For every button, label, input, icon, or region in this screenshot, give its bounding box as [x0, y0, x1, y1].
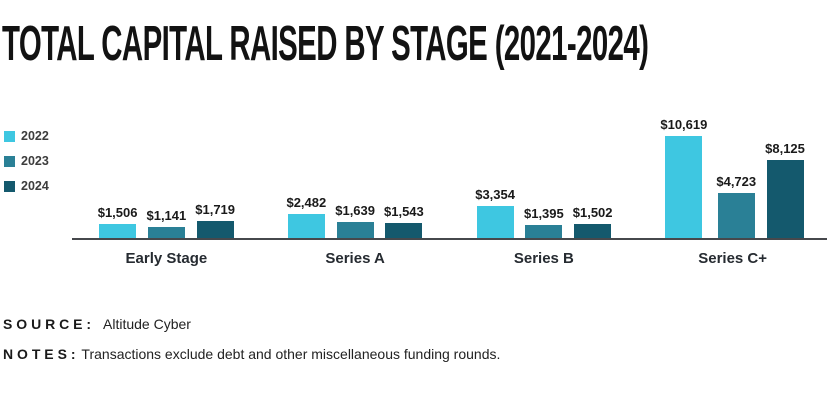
bar-group-series-b: $3,354 $1,395 $1,502	[450, 100, 639, 238]
legend-item-2022: 2022	[4, 129, 49, 143]
source-value: Altitude Cyber	[103, 316, 191, 332]
bar-value-label: $1,395	[523, 206, 564, 221]
bar-value-label: $8,125	[765, 141, 805, 156]
notes-value: Transactions exclude debt and other misc…	[81, 346, 501, 362]
category-label: Series C+	[698, 250, 768, 267]
bar-column: $10,619	[660, 117, 707, 238]
x-axis-line	[72, 238, 827, 240]
bar-2022	[665, 136, 703, 238]
category-label: Series B	[513, 250, 574, 267]
bar-2024	[574, 224, 612, 238]
bar-column: $3,354	[475, 187, 515, 238]
bar-group-series-c-: $10,619 $4,723 $8,125	[638, 100, 827, 238]
legend-swatch-2024	[4, 180, 15, 192]
source-row: SOURCE: Altitude Cyber	[3, 316, 191, 332]
bar-value-label: $1,639	[335, 203, 375, 218]
category-label: Early Stage	[125, 250, 208, 267]
legend-item-2023: 2023	[4, 154, 49, 168]
notes-row: NOTES: Transactions exclude debt and othe…	[3, 346, 500, 362]
bar-2023	[147, 227, 185, 238]
bar-group-early-stage: $1,506 $1,141 $1,719	[72, 100, 261, 238]
bar-value-label: $1,506	[97, 205, 138, 220]
bar-column: $1,543	[384, 204, 424, 238]
bar-chart-plot-area: $1,506 $1,141 $1,719 $2,482 $1,639 $1,543 $3,3…	[72, 100, 827, 238]
bar-value-label: $1,543	[384, 204, 424, 219]
bar-column: $1,639	[335, 203, 375, 238]
bar-2024	[766, 160, 804, 238]
bar-value-label: $3,354	[475, 187, 515, 202]
bar-group-series-a: $2,482 $1,639 $1,543	[261, 100, 450, 238]
legend-swatch-2023	[4, 155, 15, 167]
chart-title: TOTAL CAPITAL RAISED BY STAGE (2021-2024…	[2, 17, 649, 71]
bar-column: $1,395	[524, 206, 564, 238]
bar-2023	[525, 225, 563, 238]
x-axis-category-labels: Early Stage Series A Series B Series C+	[72, 250, 827, 267]
bar-2022	[287, 214, 325, 238]
chart-legend: 2022 2023 2024	[4, 129, 49, 205]
bar-2024	[196, 221, 234, 238]
bar-column: $1,719	[195, 202, 235, 238]
bar-value-label: $4,723	[716, 174, 757, 189]
bar-2024	[385, 223, 423, 238]
bar-value-label: $2,482	[286, 195, 327, 210]
bar-column: $1,502	[573, 205, 613, 238]
category-label: Series A	[325, 250, 385, 267]
bar-2022	[99, 224, 137, 238]
source-label: SOURCE:	[3, 316, 95, 332]
bar-value-label: $10,619	[660, 117, 708, 132]
bar-2022	[476, 206, 514, 238]
legend-label: 2022	[21, 129, 49, 143]
legend-swatch-2022	[4, 130, 15, 142]
bar-column: $1,506	[97, 205, 138, 238]
notes-label: NOTES:	[3, 346, 80, 362]
legend-label: 2023	[21, 154, 49, 168]
bar-2023	[717, 193, 755, 238]
bar-value-label: $1,502	[572, 205, 613, 220]
bar-column: $1,141	[146, 208, 186, 238]
bar-column: $4,723	[716, 174, 756, 238]
bar-column: $8,125	[765, 141, 805, 238]
legend-item-2024: 2024	[4, 179, 49, 193]
bar-value-label: $1,141	[146, 208, 187, 223]
bar-value-label: $1,719	[195, 202, 236, 217]
bar-2023	[336, 222, 374, 238]
bar-column: $2,482	[286, 195, 326, 238]
legend-label: 2024	[21, 179, 49, 193]
